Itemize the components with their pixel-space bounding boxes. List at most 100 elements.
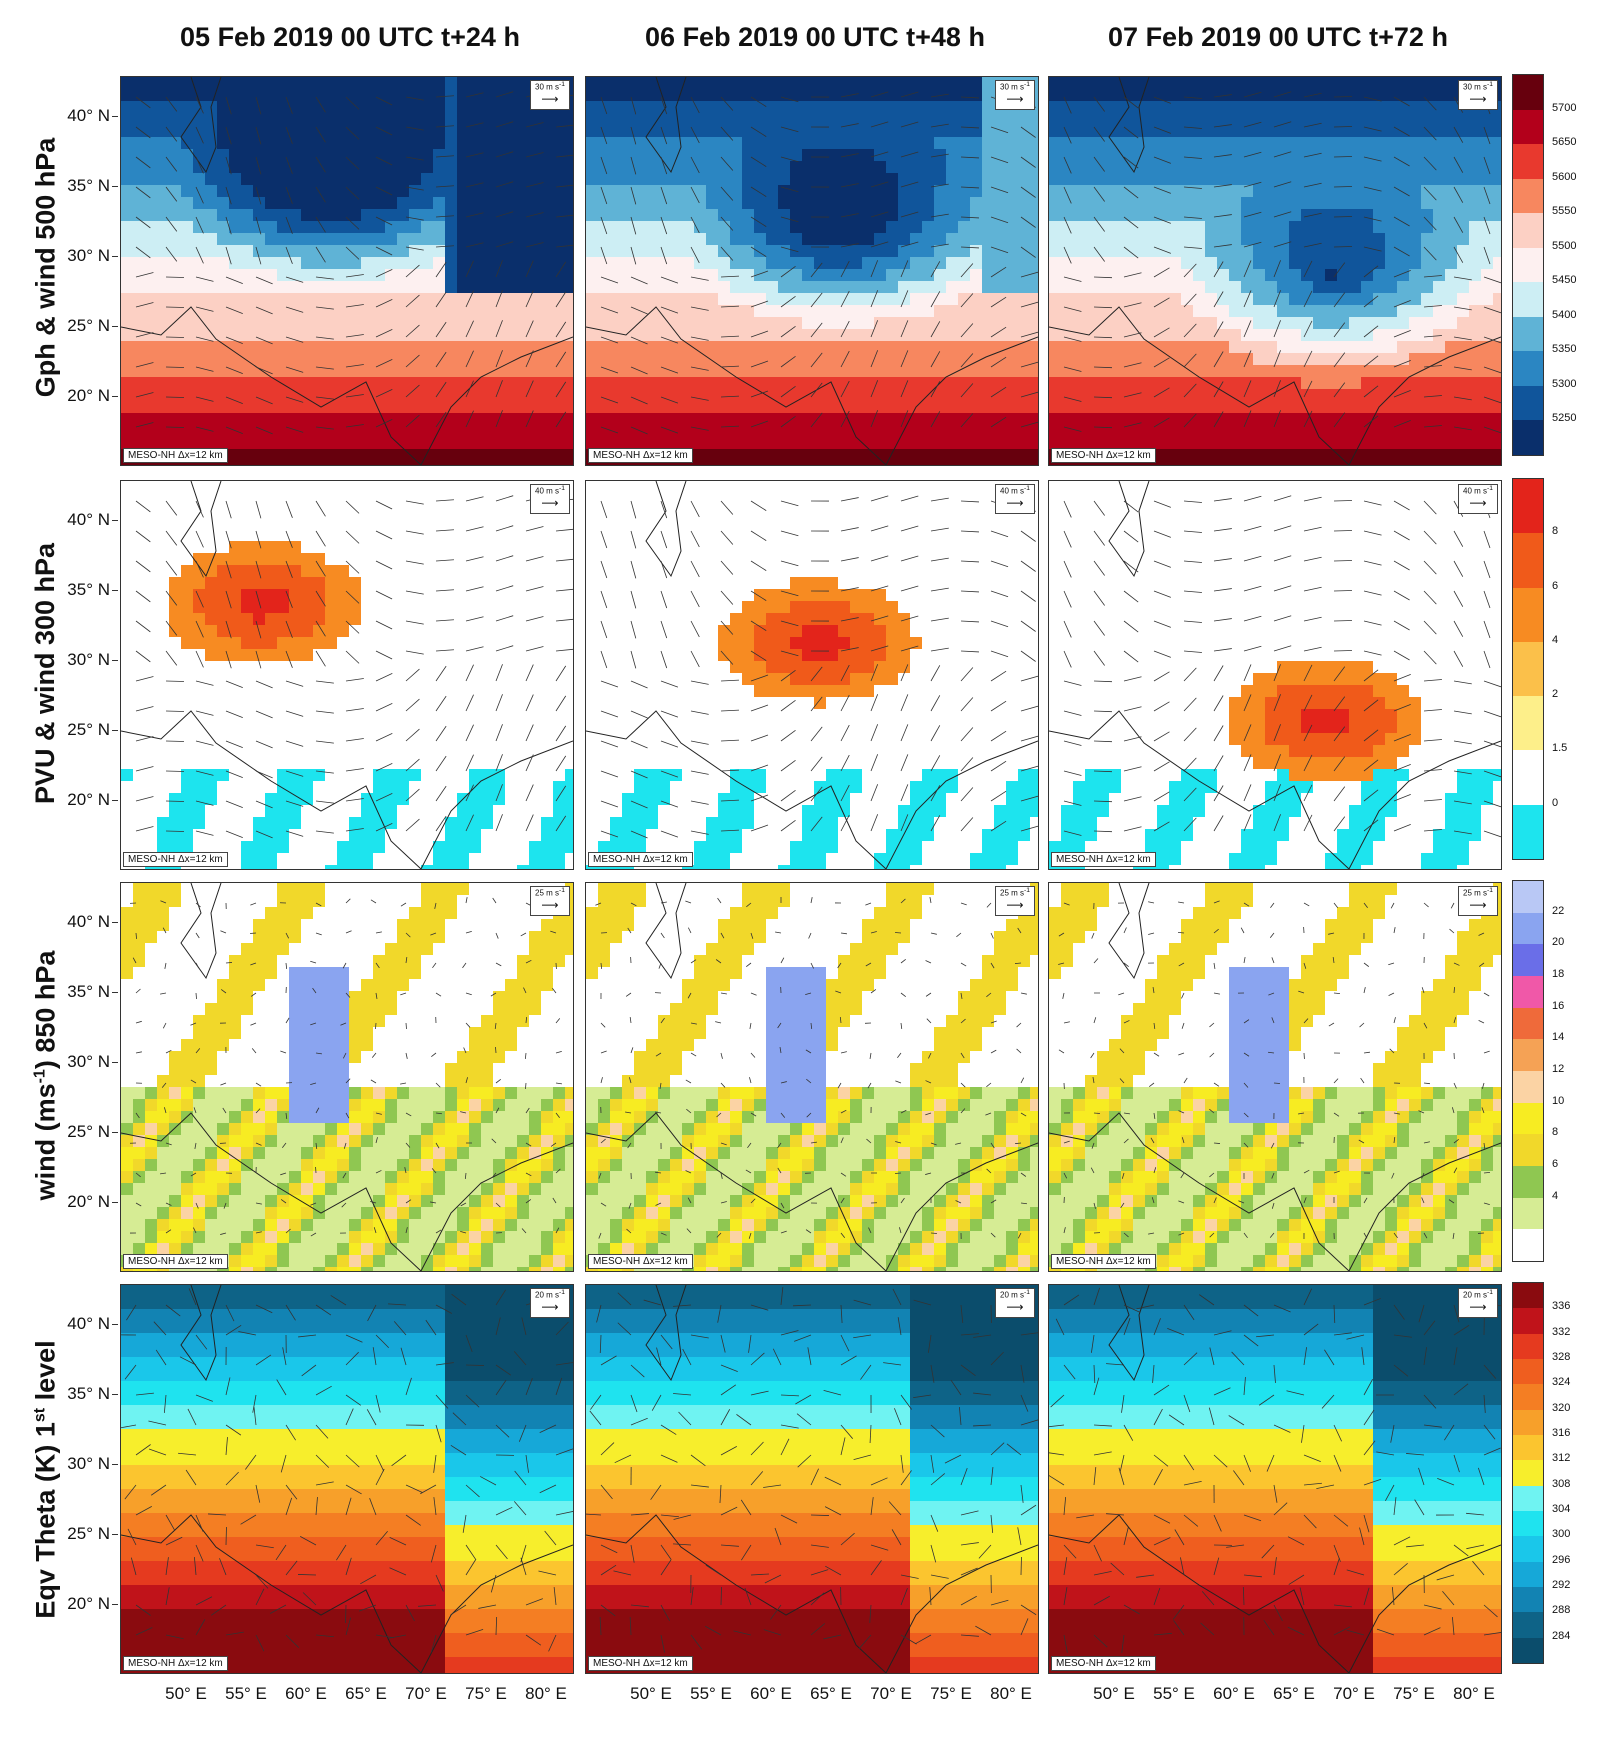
reference-vector-unit-exponent: -1: [1487, 485, 1493, 492]
map-field: [121, 1285, 573, 1673]
reference-vector-label: 20 m s: [535, 1290, 560, 1300]
coastline: [1049, 306, 1501, 465]
wind-vectors: [129, 897, 562, 1237]
reference-arrow-icon: ⟶: [541, 1299, 559, 1314]
coastline: [586, 1514, 1038, 1673]
caspian-coast: [645, 77, 687, 174]
colorbar-tick-label: 4: [1552, 1189, 1559, 1202]
map-panel-pvu-300-1: 40 m s-1 ⟶ MESO-NH Δx=12 km: [120, 480, 574, 870]
coastline: [121, 1112, 573, 1271]
map-field: [121, 883, 573, 1271]
colorbar-segment: [1513, 1612, 1543, 1638]
colorbar-segment: [1513, 420, 1543, 455]
model-stamp: MESO-NH Δx=12 km: [1051, 1254, 1156, 1269]
colorbar-segment: [1513, 1102, 1543, 1135]
reference-arrow-icon: ⟶: [1006, 91, 1024, 106]
colorbar-tick-label: 0: [1552, 796, 1559, 809]
colorbar-segment: [1513, 1536, 1543, 1562]
colorbar-segment: [1513, 1637, 1543, 1663]
reference-vector-label: 40 m s: [535, 486, 560, 496]
lat-tick-label: 30° N: [40, 1454, 118, 1474]
coastline: [1049, 710, 1501, 869]
coastline: [586, 710, 1038, 869]
lat-tick-label: 30° N: [40, 1052, 118, 1072]
map-field: [586, 77, 1038, 465]
reference-vector-label: 40 m s: [1463, 486, 1488, 496]
reference-arrow-icon: ⟶: [541, 495, 559, 510]
lat-tick-label: 40° N: [40, 510, 118, 530]
colorbar-tick-label: 5350: [1552, 343, 1577, 356]
reference-arrow-icon: ⟶: [1469, 495, 1487, 510]
colorbar-tick-label: 10: [1552, 1094, 1565, 1107]
map-panel-eqv-theta-2: 20 m s-1 ⟶ MESO-NH Δx=12 km: [585, 1284, 1039, 1674]
colorbar-tick-label: 6: [1552, 579, 1559, 592]
colorbar-segment: [1513, 282, 1543, 317]
colorbar-segment: [1513, 213, 1543, 248]
colorbar-segment: [1513, 144, 1543, 179]
wind-vectors: [1063, 495, 1501, 838]
lon-tick-label: 80° E: [990, 1684, 1032, 1703]
colorbar-tick-label: 8: [1552, 525, 1559, 538]
reference-vector-box: 25 m s-1 ⟶: [1458, 886, 1498, 916]
colorbar-tick-label: 332: [1552, 1325, 1571, 1338]
wind-vectors: [135, 91, 573, 435]
reference-arrow-icon: ⟶: [1469, 91, 1487, 106]
caspian-coast: [180, 883, 222, 980]
reference-vector-box: 25 m s-1 ⟶: [995, 886, 1035, 916]
map-panel-gph-500-2: 30 m s-1 ⟶ MESO-NH Δx=12 km: [585, 76, 1039, 466]
colorbar-tick-label: 5400: [1552, 308, 1577, 321]
lat-tick-label: 35° N: [40, 982, 118, 1002]
coastline: [1049, 1112, 1501, 1271]
lon-tick-label: 60° E: [1213, 1684, 1255, 1703]
lon-tick-label: 55° E: [690, 1684, 732, 1703]
caspian-coast: [645, 883, 687, 980]
lon-tick-label: 80° E: [525, 1684, 567, 1703]
wind-vectors: [586, 1287, 1038, 1653]
colorbar-tick-label: 336: [1552, 1300, 1571, 1313]
reference-arrow-icon: ⟶: [1006, 495, 1024, 510]
caspian-coast: [645, 1285, 687, 1382]
reference-vector-unit-exponent: -1: [1487, 81, 1493, 88]
lat-tick-label: 25° N: [40, 1122, 118, 1142]
reference-arrow-icon: ⟶: [1006, 1299, 1024, 1314]
reference-vector-box: 20 m s-1 ⟶: [1458, 1288, 1498, 1318]
reference-vector-unit-exponent: -1: [1024, 485, 1030, 492]
colorbar-tick-label: 5300: [1552, 377, 1577, 390]
map-panel-pvu-300-3: 40 m s-1 ⟶ MESO-NH Δx=12 km: [1048, 480, 1502, 870]
caspian-coast: [1108, 77, 1150, 174]
colorbar-segment: [1513, 881, 1543, 913]
model-stamp: MESO-NH Δx=12 km: [123, 448, 228, 463]
reference-vector-unit-exponent: -1: [559, 1289, 565, 1296]
colorbar-segment: [1513, 641, 1543, 697]
colorbar-segment: [1513, 1229, 1543, 1261]
colorbar-gph-500: [1512, 74, 1544, 456]
lon-tick-label: 70° E: [870, 1684, 912, 1703]
reference-vector-box: 25 m s-1 ⟶: [530, 886, 570, 916]
colorbar-segment: [1513, 351, 1543, 386]
map-panel-wind-850-3: 25 m s-1 ⟶ MESO-NH Δx=12 km: [1048, 882, 1502, 1272]
colorbar-tick-label: 5250: [1552, 412, 1577, 425]
lon-tick-label: 60° E: [285, 1684, 327, 1703]
colorbar-tick-label: 8: [1552, 1126, 1559, 1139]
lon-tick-label: 50° E: [165, 1684, 207, 1703]
lat-tick-label: 30° N: [40, 246, 118, 266]
map-panel-eqv-theta-1: 20 m s-1 ⟶ MESO-NH Δx=12 km: [120, 1284, 574, 1674]
colorbar-tick-label: 320: [1552, 1401, 1571, 1414]
colorbar-tick-label: 2: [1552, 688, 1559, 701]
lat-tick-label: 35° N: [40, 580, 118, 600]
colorbar-segment: [1513, 316, 1543, 352]
caspian-coast: [1108, 883, 1150, 980]
wind-vectors: [1049, 1287, 1501, 1653]
colorbar-tick-label: 14: [1552, 1031, 1565, 1044]
colorbar-segment: [1513, 1007, 1543, 1040]
colorbar-tick-label: 20: [1552, 936, 1565, 949]
colorbar-segment: [1513, 1165, 1543, 1198]
colorbar-segment: [1513, 1197, 1543, 1230]
coastline: [586, 306, 1038, 465]
colorbar-segment: [1513, 75, 1543, 110]
coastline: [121, 306, 573, 465]
map-field: [1049, 1285, 1501, 1673]
model-stamp: MESO-NH Δx=12 km: [588, 852, 693, 867]
colorbar-tick-label: 18: [1552, 968, 1565, 980]
lon-tick-label: 65° E: [810, 1684, 852, 1703]
